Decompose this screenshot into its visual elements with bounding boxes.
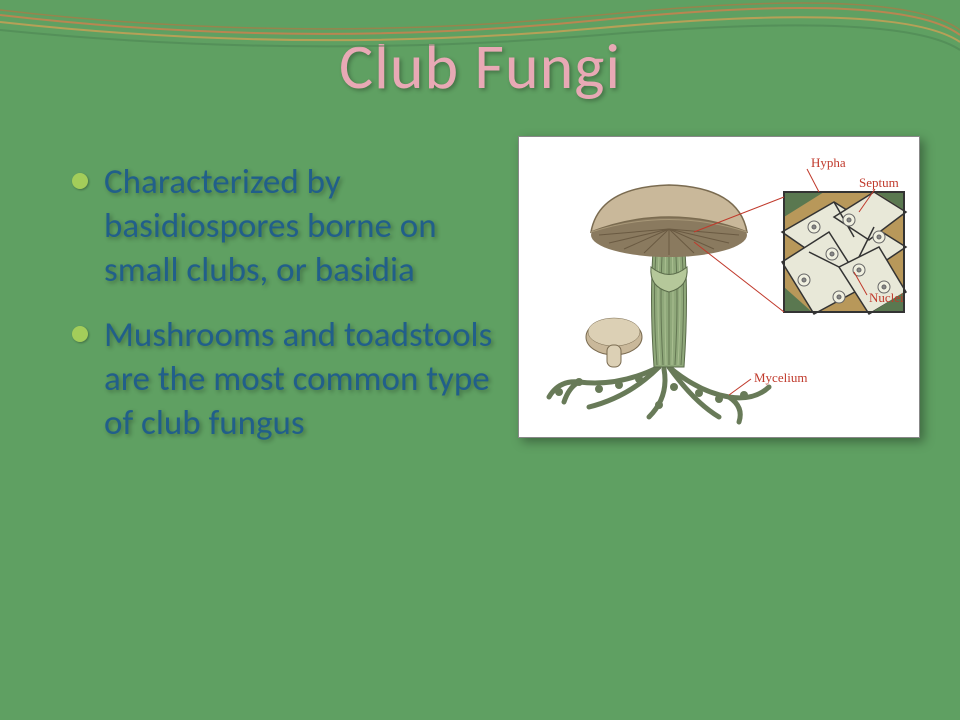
label-septum: Septum: [859, 175, 899, 190]
mushroom-diagram: Hypha Septum Nuclei Mycelium: [518, 136, 920, 438]
label-mycelium: Mycelium: [754, 370, 807, 385]
bullet-item: Characterized by basidiospores borne on …: [100, 161, 498, 292]
label-nuclei: Nuclei: [869, 290, 904, 305]
content-area: Characterized by basidiospores borne on …: [0, 106, 960, 503]
label-hypha: Hypha: [811, 155, 846, 170]
bullet-item: Mushrooms and toadstools are the most co…: [100, 314, 498, 445]
slide-title: Club Fungi: [0, 0, 960, 106]
bullet-list: Characterized by basidiospores borne on …: [60, 161, 498, 468]
